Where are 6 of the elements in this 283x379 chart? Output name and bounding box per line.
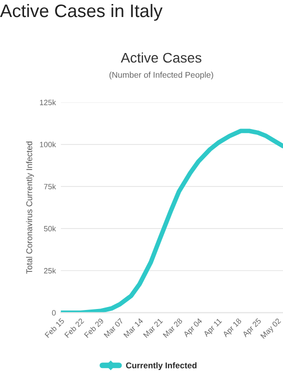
line-series bbox=[60, 128, 283, 313]
text: Active Cases in Italy bbox=[0, 4, 163, 21]
y-axis-title: Total Coronavirus Currently Infected bbox=[26, 142, 34, 274]
chart-subtitle: (Number of Infected People) bbox=[109, 72, 214, 80]
chart-title: Active Cases bbox=[120, 52, 202, 63]
legend-label: Currently Infected bbox=[126, 362, 196, 370]
